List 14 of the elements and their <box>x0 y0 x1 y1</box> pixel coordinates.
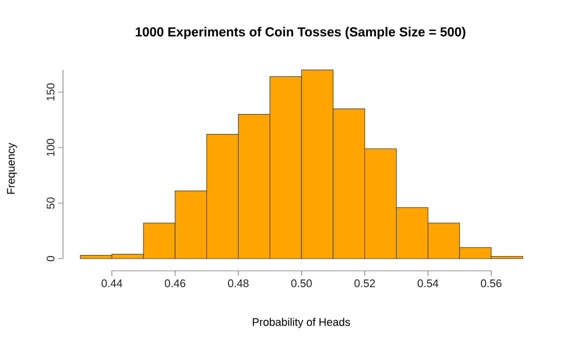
x-tick-label: 0.44 <box>102 279 122 288</box>
y-axis-title: Frequency <box>7 142 17 194</box>
x-tick-label: 0.48 <box>228 279 249 288</box>
y-tick-label: 150 <box>46 83 54 100</box>
x-tick-label: 0.52 <box>354 279 375 288</box>
y-tick-label: 100 <box>46 138 54 156</box>
x-tick-label: 0.54 <box>418 279 438 288</box>
y-tick-label: 0 <box>46 256 54 262</box>
chart-title: 1000 Experiments of Coin Tosses (Sample Size = 500) <box>136 26 466 40</box>
x-tick-label: 0.46 <box>164 279 186 288</box>
x-tick-label: 0.56 <box>480 279 502 288</box>
x-axis-title: Probability of Heads <box>252 318 350 328</box>
y-tick-label: 50 <box>46 197 54 209</box>
x-tick-label: 0.50 <box>291 279 312 288</box>
